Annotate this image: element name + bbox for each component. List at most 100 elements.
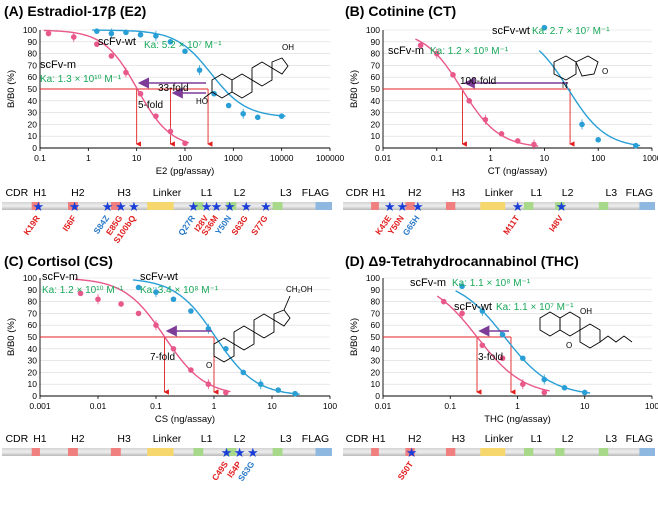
panel-d-fold: 3-fold [478,352,503,363]
panel-b-m-point [482,116,489,123]
panel-c-xlabel: CS (ng/assay) [155,414,215,425]
panel-d-m-ka: Ka: 1.1 × 10⁸ M⁻¹ [452,278,531,289]
panel-a-ytick-label: 100 [23,25,37,35]
panel-c-ylabel: B/B0 (%) [6,318,17,356]
panel-b-wt-point [579,121,585,128]
bar-a-region [31,202,40,210]
panel-c-xtick-label: 0.1 [150,401,162,411]
bar-b-mutation-label: I48V [547,213,565,233]
panel-a-m-point [45,30,52,37]
bar-a-domain-label: CDR [5,187,28,199]
panel-a-wt-name: scFv-wt [98,36,136,48]
panel-d-wt-point [541,376,548,383]
bar-b-domain-label: L2 [562,187,574,199]
panel-b-m-point [498,131,505,137]
bar-b-region [405,202,415,210]
thc-oh-label: OH [580,307,592,316]
bar-b-mutation-label: G65H [401,213,422,237]
panel-b-xtick-label: 0.01 [375,153,392,163]
panel-d-xtick-label: 100 [645,401,658,411]
bar-c-mutation-star: ★ [221,445,233,460]
panel-d-ytick-label: 0 [375,391,380,401]
bar-c-domain-label: H3 [117,433,131,445]
panel-c-fold: 7-fold [150,352,175,363]
panel-b-wt-name: scFv-wt [492,25,530,37]
panel-c-wt-point [257,381,264,388]
bar-a-region [147,202,174,210]
bar-d-domain-label: L1 [531,433,543,445]
panel-b-m-point [434,50,440,57]
panel-d-xtick-label: 1 [515,401,520,411]
panel-a-wt-point [182,48,188,55]
panel-a-wt-point [225,102,232,109]
panel-a-m-point [108,53,115,59]
panel-a-xtick-label: 10 [132,153,142,163]
panel-b-wt-point [595,136,601,143]
panel-c-wt-point [135,284,142,291]
panel-a-m-point [167,128,174,135]
mutation-bar-b: CDR H1 H2 H3 Linker L1 L2 L3 FLAG★K43E★Y50N★G65H… [343,187,655,237]
panel-a-xtick-label: 1 [86,153,91,163]
panel-a-m-point [182,140,188,147]
panel-a-m-name: scFv-m [40,59,76,71]
panel-b-ytick-label: 100 [366,25,380,35]
bar-a-domain-label: H2 [71,187,85,199]
panel-b-ytick-label: 0 [375,143,380,153]
bar-c-region [226,448,237,456]
bar-a-domain-label: FLAG [302,187,329,199]
panel-c-m-point [77,290,84,297]
panel-a-xtick-label: 10000 [270,153,294,163]
panel-a-wt-point [94,28,100,34]
bar-a-domain-label: L1 [201,187,213,199]
panel-c-ytick-label: 70 [28,308,38,318]
bar-b-region [523,202,534,210]
cortisol-o-label: O [206,361,212,370]
panel-c-xtick-label: 0.001 [29,401,51,411]
bar-b-domain-label: H3 [452,187,466,199]
bar-c-domain-label: FLAG [302,433,329,445]
panel-c-ytick-label: 30 [28,356,38,366]
panel-d-m-point [440,298,447,305]
panel-c-m-point [118,301,124,307]
bar-c-domain-label: H2 [71,433,85,445]
panel-d-ytick-label: 100 [366,273,380,283]
bar-b-domain-label: H2 [408,187,422,199]
bar-b-region [639,202,655,210]
panel-a-ytick-label: 80 [28,49,38,59]
panel-d-ytick-label: 10 [371,379,381,389]
panel-d-title: (D) Δ9-Tetrahydrocannabinol (THC) [345,253,579,269]
bar-d-region [371,448,379,456]
bar-a-region [193,202,204,210]
panel-b-xtick-label: 10 [540,153,550,163]
bar-b-region [371,202,379,210]
bar-c-domain-label: L2 [234,433,246,445]
bar-b-mutation-star: ★ [396,199,408,214]
bar-a-mutation-star: ★ [128,199,140,214]
panel-a-m-point [137,90,144,97]
bar-a-mutation-star: ★ [224,199,236,214]
panel-b-title: (B) Cotinine (CT) [345,3,456,19]
bar-b-region [445,202,456,210]
bar-a-mutation-label: S63G [229,213,250,237]
panel-b-ytick-label: 50 [371,84,381,94]
panel-d-ytick-label: 50 [371,332,381,342]
panel-c-ytick-label: 10 [28,379,38,389]
panel-a-xlabel: E2 (pg/assay) [156,166,215,177]
panel-b-m-point [417,42,424,49]
bar-a-mutation-star: ★ [69,199,81,214]
cotinine-o-label: O [602,67,608,76]
panel-d-ytick-label: 40 [371,344,381,354]
panel-d-ytick-label: 70 [371,308,381,318]
panel-a-wt-point [196,67,203,73]
panel-a-xtick-label: 1000 [224,153,243,163]
bar-a-mutation-label: S77G [249,213,270,237]
chart-b: 01020304050607080901000.010.11101001000C… [349,24,658,177]
panel-a-ytick-label: 90 [28,37,38,47]
mutation-bar-a: CDR H1 H2 H3 Linker L1 L2 L3 FLAG★K19R★I56F★S84Z… [2,187,332,245]
panel-c-title: (C) Cortisol (CS) [4,253,113,269]
panel-b-wt-ka: Ka: 2.7 × 10⁷ M⁻¹ [532,26,610,37]
panel-a-xtick-label: 0.1 [34,153,46,163]
